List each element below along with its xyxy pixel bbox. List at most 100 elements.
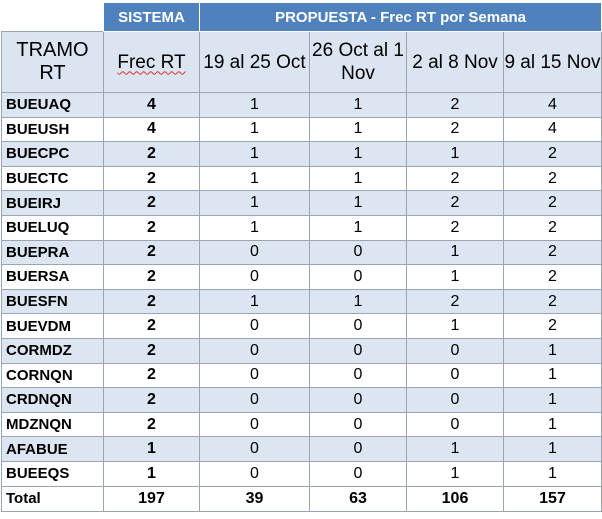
cell-w3: 2 (406, 288, 504, 315)
cell-w2: 1 (309, 116, 407, 143)
total-frec: 197 (103, 485, 200, 512)
cell-w2: 1 (309, 190, 407, 216)
cell-frec: 2 (103, 362, 200, 389)
propuesta-label: PROPUESTA - Frec RT por Semana (275, 8, 526, 26)
cell-tramo: AFABUE (1, 436, 104, 462)
table-row: BUEIRJ 2 1 1 2 2 (1, 190, 602, 216)
cell-tramo: CORNQN (1, 362, 104, 389)
cell-frec: 2 (103, 313, 200, 339)
cell-w4: 2 (502, 313, 602, 339)
table-row: BUEUSH 4 1 1 2 4 (1, 116, 602, 143)
table-row: BUESFN 2 1 1 2 2 (1, 288, 602, 315)
cell-frec: 2 (103, 387, 200, 413)
cell-w1: 1 (199, 214, 310, 241)
table-row: CORMDZ 2 0 0 0 1 (1, 337, 602, 364)
total-w4: 157 (502, 485, 602, 512)
cell-frec: 2 (103, 264, 200, 290)
table-row: MDZNQN 2 0 0 0 1 (1, 411, 602, 438)
cell-w2: 0 (309, 411, 407, 438)
table-row: AFABUE 1 0 0 1 1 (1, 436, 602, 462)
total-w3: 106 (406, 485, 504, 512)
cell-w4: 2 (502, 165, 602, 192)
col-header-week-1: 19 al 25 Oct (199, 31, 310, 93)
cell-w1: 0 (199, 411, 310, 438)
table-row: CRDNQN 2 0 0 0 1 (1, 387, 602, 413)
cell-w2: 0 (309, 313, 407, 339)
total-row: Total 197 39 63 106 157 (1, 485, 602, 512)
cell-w4: 2 (502, 264, 602, 290)
cell-tramo: BUECTC (1, 165, 104, 192)
cell-w3: 2 (406, 165, 504, 192)
cell-w4: 2 (502, 141, 602, 167)
cell-w3: 1 (406, 239, 504, 266)
cell-frec: 4 (103, 116, 200, 143)
total-label: Total (1, 485, 104, 512)
cell-tramo: MDZNQN (1, 411, 104, 438)
cell-w3: 1 (406, 264, 504, 290)
cell-frec: 4 (103, 92, 200, 118)
cell-w1: 0 (199, 239, 310, 266)
cell-tramo: BUEPRA (1, 239, 104, 266)
cell-frec: 2 (103, 288, 200, 315)
cell-w3: 2 (406, 190, 504, 216)
cell-w4: 1 (502, 411, 602, 438)
col-header-week-2: 26 Oct al 1 Nov (309, 31, 407, 93)
cell-w2: 0 (309, 387, 407, 413)
table-row: BUERSA 2 0 0 1 2 (1, 264, 602, 290)
cell-w3: 0 (406, 362, 504, 389)
cell-tramo: CORMDZ (1, 337, 104, 364)
propuesta-header: PROPUESTA - Frec RT por Semana (198, 2, 602, 32)
cell-w2: 0 (309, 436, 407, 462)
cell-w3: 2 (406, 214, 504, 241)
cell-w2: 1 (309, 288, 407, 315)
cell-tramo: BUECPC (1, 141, 104, 167)
cell-w1: 1 (199, 92, 310, 118)
col-header-week-3: 2 al 8 Nov (406, 31, 504, 93)
cell-w4: 2 (502, 239, 602, 266)
table-row: BUEEQS 1 0 0 1 1 (1, 460, 602, 487)
cell-tramo: BUEUAQ (1, 92, 104, 118)
table-row: BUELUQ 2 1 1 2 2 (1, 214, 602, 241)
cell-w1: 0 (199, 460, 310, 487)
cell-frec: 2 (103, 239, 200, 266)
cell-w1: 0 (199, 313, 310, 339)
cell-w4: 1 (502, 337, 602, 364)
cell-w3: 2 (406, 92, 504, 118)
total-w1: 39 (199, 485, 310, 512)
cell-w4: 1 (502, 362, 602, 389)
cell-frec: 1 (103, 460, 200, 487)
cell-w3: 2 (406, 116, 504, 143)
cell-frec: 2 (103, 214, 200, 241)
cell-w1: 1 (199, 116, 310, 143)
cell-w4: 2 (502, 288, 602, 315)
cell-tramo: BUEEQS (1, 460, 104, 487)
cell-w3: 0 (406, 411, 504, 438)
cell-frec: 2 (103, 141, 200, 167)
cell-tramo: BUELUQ (1, 214, 104, 241)
cell-w3: 1 (406, 141, 504, 167)
cell-w2: 0 (309, 337, 407, 364)
cell-w2: 0 (309, 264, 407, 290)
cell-w2: 1 (309, 165, 407, 192)
cell-w2: 1 (309, 92, 407, 118)
cell-w4: 1 (502, 436, 602, 462)
cell-tramo: BUERSA (1, 264, 104, 290)
cell-w3: 1 (406, 313, 504, 339)
cell-frec: 2 (103, 165, 200, 192)
cell-w4: 2 (502, 190, 602, 216)
cell-w4: 1 (502, 387, 602, 413)
total-w2: 63 (309, 485, 407, 512)
cell-w1: 0 (199, 436, 310, 462)
cell-w4: 4 (502, 92, 602, 118)
table-row: BUECTC 2 1 1 2 2 (1, 165, 602, 192)
cell-w3: 0 (406, 387, 504, 413)
cell-w1: 1 (199, 165, 310, 192)
cell-w2: 0 (309, 460, 407, 487)
cell-frec: 2 (103, 411, 200, 438)
cell-w4: 4 (502, 116, 602, 143)
cell-frec: 2 (103, 190, 200, 216)
cell-w1: 0 (199, 387, 310, 413)
cell-w1: 1 (199, 288, 310, 315)
cell-frec: 1 (103, 436, 200, 462)
